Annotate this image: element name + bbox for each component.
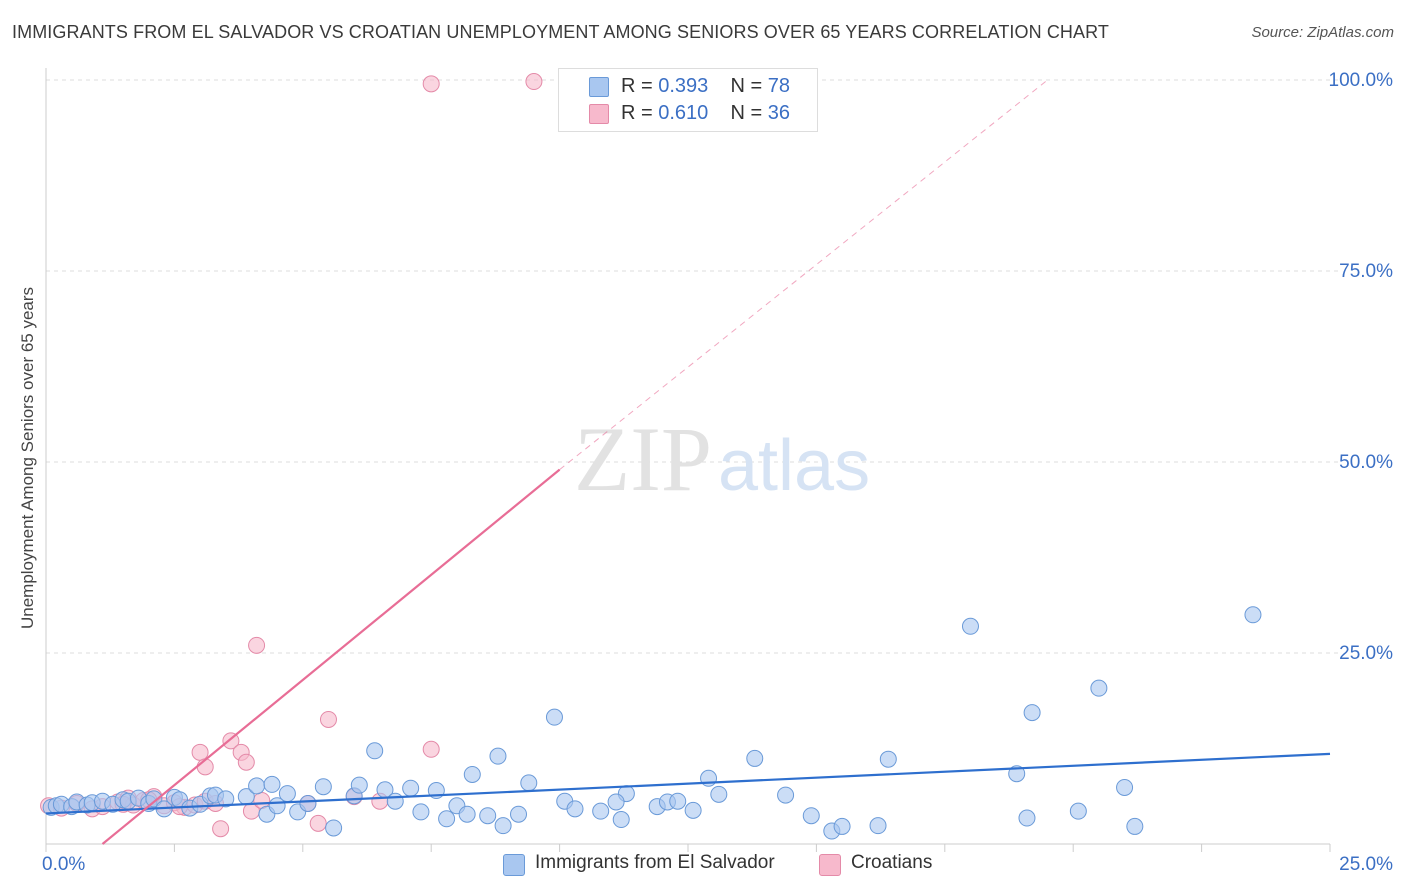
x-tick-label: 25.0% — [1339, 854, 1393, 875]
point-el-salvador — [802, 807, 820, 825]
point-el-salvador — [869, 817, 887, 835]
point-el-salvador — [1018, 809, 1036, 827]
series-label-el-salvador: Immigrants from El Salvador — [535, 852, 775, 873]
point-el-salvador — [325, 819, 343, 837]
point-croatians — [319, 710, 337, 728]
point-el-salvador — [592, 802, 610, 820]
point-el-salvador — [386, 792, 404, 810]
point-el-salvador — [412, 803, 430, 821]
y-tick-label: 75.0% — [1339, 261, 1393, 282]
point-el-salvador — [510, 805, 528, 823]
point-croatians — [191, 743, 209, 761]
tick-labels: 25.0% 50.0% 75.0% 100.0% 0.0% 25.0% — [42, 70, 1393, 875]
point-el-salvador — [402, 779, 420, 797]
point-croatians — [422, 740, 440, 758]
grid — [46, 79, 1340, 654]
legend-n-value-croatians: 36 — [767, 102, 791, 124]
legend-swatch-croatians — [589, 104, 609, 124]
legend-r-label: R = — [621, 102, 659, 124]
point-el-salvador — [299, 795, 317, 813]
point-el-salvador — [669, 792, 687, 810]
point-el-salvador — [1023, 704, 1041, 722]
point-el-salvador — [1116, 778, 1134, 796]
point-el-salvador — [350, 776, 368, 794]
point-el-salvador — [684, 801, 702, 819]
point-el-salvador — [612, 811, 630, 829]
point-croatians — [237, 753, 255, 771]
point-el-salvador — [520, 774, 538, 792]
data-points — [40, 73, 1262, 840]
point-el-salvador — [438, 810, 456, 828]
legend-n-label: N = — [730, 75, 768, 97]
point-croatians — [212, 820, 230, 838]
point-el-salvador — [1126, 817, 1144, 835]
point-el-salvador — [1090, 679, 1108, 697]
point-el-salvador — [1008, 765, 1026, 783]
point-el-salvador — [879, 750, 897, 768]
axes — [45, 68, 1331, 852]
point-el-salvador — [961, 617, 979, 635]
point-el-salvador — [1069, 802, 1087, 820]
watermark: ZIP atlas — [574, 408, 870, 510]
chart-title: IMMIGRANTS FROM EL SALVADOR VS CROATIAN … — [12, 22, 1109, 42]
legend-n-value-el-salvador: 78 — [767, 75, 791, 97]
point-croatians — [422, 75, 440, 93]
y-tick-label: 100.0% — [1329, 70, 1394, 91]
point-el-salvador — [463, 765, 481, 783]
point-el-salvador — [366, 742, 384, 760]
point-el-salvador — [833, 817, 851, 835]
trend-extension-croatians — [559, 79, 1048, 471]
point-el-salvador — [263, 775, 281, 793]
x-tick-label: 0.0% — [42, 854, 85, 875]
point-el-salvador — [145, 790, 163, 808]
point-croatians — [525, 73, 543, 91]
chart-source: Source: ZipAtlas.com — [1251, 24, 1394, 41]
point-el-salvador — [458, 805, 476, 823]
legend-swatch-el-salvador — [589, 77, 609, 97]
point-el-salvador — [217, 790, 235, 808]
y-tick-label: 50.0% — [1339, 452, 1393, 473]
series-legend: Immigrants from El Salvador Croatians — [0, 852, 1406, 878]
series-label-croatians: Croatians — [851, 852, 933, 873]
point-el-salvador — [746, 749, 764, 767]
trend-line-el-salvador — [45, 752, 1331, 815]
point-el-salvador — [777, 786, 795, 804]
point-el-salvador — [278, 785, 296, 803]
watermark-zip: ZIP — [574, 408, 712, 510]
point-el-salvador — [545, 708, 563, 726]
point-el-salvador — [607, 793, 625, 811]
legend-r-value-croatians: 0.610 — [658, 102, 709, 124]
trend-line-croatians — [101, 468, 561, 845]
legend-r-label: R = — [621, 75, 659, 97]
stats-legend: R = 0.393 N = 78 R = 0.610 N = 36 — [558, 68, 818, 132]
series-swatch-croatians — [819, 854, 841, 876]
point-el-salvador — [479, 807, 497, 825]
y-tick-label: 25.0% — [1339, 643, 1393, 664]
point-el-salvador — [489, 747, 507, 765]
trend-lines — [45, 79, 1331, 845]
point-el-salvador — [566, 800, 584, 818]
legend-r-value-el-salvador: 0.393 — [658, 75, 709, 97]
series-swatch-el-salvador — [503, 854, 525, 876]
point-el-salvador — [1244, 606, 1262, 624]
point-el-salvador — [248, 777, 266, 795]
legend-n-label: N = — [730, 102, 768, 124]
point-croatians — [309, 814, 327, 832]
point-el-salvador — [494, 817, 512, 835]
point-croatians — [248, 636, 266, 654]
point-el-salvador — [710, 785, 728, 803]
point-el-salvador — [314, 778, 332, 796]
watermark-atlas: atlas — [718, 426, 870, 506]
